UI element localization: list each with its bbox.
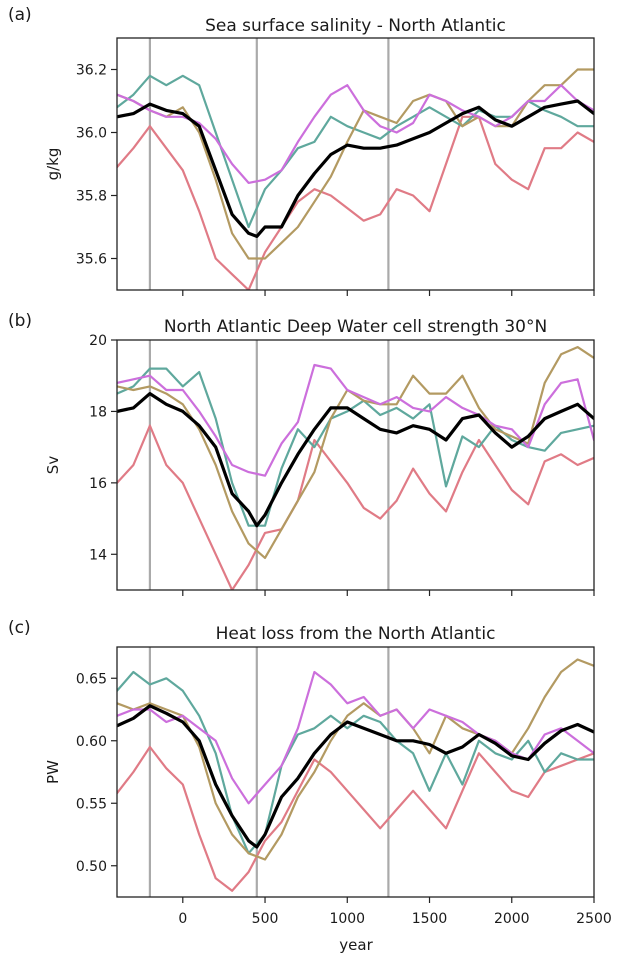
y-axis-label: g/kg bbox=[44, 148, 62, 181]
panel-a: (a) Sea surface salinity - North Atlantic… bbox=[8, 5, 595, 296]
y-tick-label: 0.50 bbox=[76, 859, 107, 875]
y-tick-label: 36.2 bbox=[76, 63, 107, 79]
y-tick-label: 36.0 bbox=[76, 126, 107, 142]
panel-b: (b) North Atlantic Deep Water cell streng… bbox=[8, 311, 595, 596]
y-tick-label: 20 bbox=[89, 333, 107, 349]
y-tick-label: 0.60 bbox=[76, 734, 107, 750]
series-line-red bbox=[117, 115, 594, 290]
panel-c: (c) Heat loss from the North Atlantic PW 0.… bbox=[8, 618, 612, 927]
x-axis-label: year bbox=[339, 936, 373, 954]
x-tick-label: 1500 bbox=[412, 911, 448, 927]
y-tick-label: 14 bbox=[89, 547, 107, 563]
series-line-gold bbox=[117, 68, 594, 260]
x-tick-label: 1000 bbox=[329, 911, 365, 927]
chart-title: North Atlantic Deep Water cell strength … bbox=[164, 317, 547, 337]
series-line-gold bbox=[117, 346, 594, 560]
panel-label: (c) bbox=[8, 618, 31, 638]
y-axis-label: PW bbox=[44, 760, 62, 784]
series-line-black bbox=[117, 99, 594, 238]
series-line-gold bbox=[117, 658, 594, 861]
plot-frame bbox=[116, 646, 595, 898]
series-line-red bbox=[117, 424, 594, 590]
series-line-black bbox=[117, 392, 594, 528]
series-line-magenta bbox=[117, 84, 594, 184]
series-line-red bbox=[117, 745, 594, 892]
plot-frame bbox=[116, 339, 595, 591]
y-tick-label: 18 bbox=[89, 404, 107, 420]
x-tick-label: 2500 bbox=[576, 911, 612, 927]
chart-title: Heat loss from the North Atlantic bbox=[216, 624, 496, 644]
y-tick-label: 0.65 bbox=[76, 671, 107, 687]
y-tick-label: 16 bbox=[89, 476, 107, 492]
series-line-teal bbox=[117, 367, 594, 527]
y-tick-label: 35.6 bbox=[76, 252, 107, 268]
panel-label: (b) bbox=[8, 311, 32, 331]
y-axis-label: Sv bbox=[44, 456, 62, 475]
y-tick-label: 35.8 bbox=[76, 189, 107, 205]
plot-frame bbox=[116, 37, 595, 291]
series-line-magenta bbox=[117, 363, 594, 477]
y-tick-label: 0.55 bbox=[76, 796, 107, 812]
series-line-magenta bbox=[117, 670, 594, 805]
series-line-black bbox=[117, 704, 594, 849]
x-tick-label: 0 bbox=[178, 911, 187, 927]
panel-label: (a) bbox=[8, 5, 32, 25]
chart-title: Sea surface salinity - North Atlantic bbox=[205, 16, 506, 36]
x-tick-label: 2000 bbox=[494, 911, 530, 927]
x-tick-label: 500 bbox=[252, 911, 279, 927]
